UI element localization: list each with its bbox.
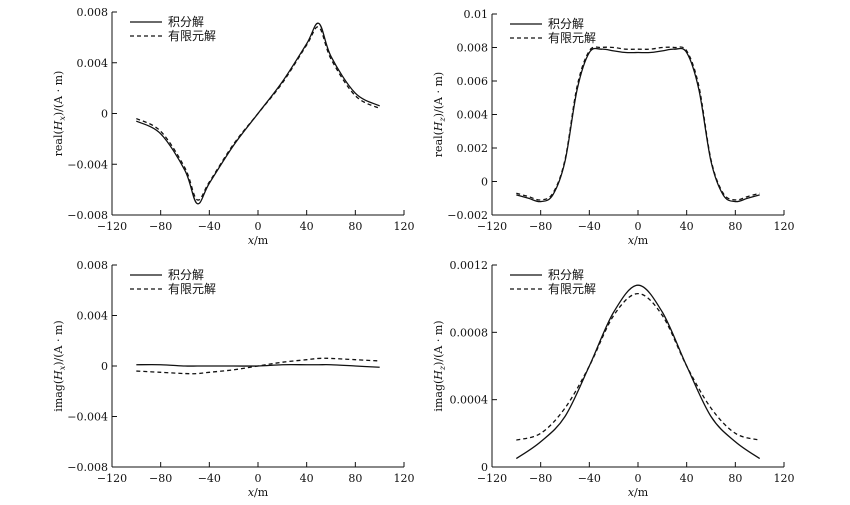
y-tick-label: 0.006 xyxy=(457,75,489,88)
x-tick-label: 120 xyxy=(774,220,795,233)
x-tick-label: −80 xyxy=(149,220,172,233)
x-tick-label: 80 xyxy=(348,220,362,233)
series-line-integral xyxy=(515,284,761,460)
y-tick-label: −0.008 xyxy=(67,209,108,222)
x-tick-label: 80 xyxy=(728,220,742,233)
y-axis-label: real(Hz)/(A · m) xyxy=(432,72,447,157)
legend-label: 积分解 xyxy=(168,268,204,282)
x-tick-label: 40 xyxy=(300,472,314,485)
y-tick-label: 0.0008 xyxy=(450,326,489,339)
x-tick-label: −80 xyxy=(149,472,172,485)
series-line-fem xyxy=(136,26,380,201)
x-tick-label: −120 xyxy=(477,472,507,485)
y-tick-label: 0.004 xyxy=(77,310,109,323)
x-tick-label: 80 xyxy=(728,472,742,485)
x-tick-label: 40 xyxy=(680,220,694,233)
series-line-fem xyxy=(516,292,760,441)
y-tick-label: 0.008 xyxy=(77,6,109,19)
y-tick-label: 0.002 xyxy=(457,142,489,155)
y-tick-label: 0.004 xyxy=(457,109,489,122)
x-tick-label: −40 xyxy=(578,472,601,485)
x-tick-label: −80 xyxy=(529,220,552,233)
y-tick-label: 0 xyxy=(101,108,108,121)
y-tick-label: −0.002 xyxy=(447,209,488,222)
y-tick-label: 0.0004 xyxy=(450,394,489,407)
y-tick-label: 0 xyxy=(481,176,488,189)
legend-label: 积分解 xyxy=(548,17,584,31)
chart-panel-bottom-right: −120 −80 −40 0 40 80 120 0 0.0004 0.0008 0.0012 x/m… xyxy=(432,259,795,499)
x-tick-label: 0 xyxy=(635,220,642,233)
x-tick-label: −40 xyxy=(198,220,221,233)
y-tick-label: 0.0012 xyxy=(450,259,489,272)
x-tick-label: 120 xyxy=(774,472,795,485)
chart-panel-top-left: −120 −80 −40 0 40 80 120 −0.008 −0.004 0 0.004 0.00… xyxy=(52,6,415,247)
x-axis-label: x/m xyxy=(248,234,269,247)
legend-label: 积分解 xyxy=(168,15,204,29)
x-axis-label: x/m xyxy=(628,486,649,499)
y-tick-label: −0.004 xyxy=(67,411,108,424)
x-tick-label: 40 xyxy=(300,220,314,233)
chart-panel-top-right: −120 −80 −40 0 40 80 120 −0.002 0 0.002 0.004 0.006… xyxy=(432,8,795,247)
y-axis-label: imag(Hz)/(A · m) xyxy=(432,320,447,411)
x-tick-label: 120 xyxy=(394,472,415,485)
x-tick-label: 80 xyxy=(348,472,362,485)
x-tick-label: 120 xyxy=(394,220,415,233)
y-tick-label: −0.004 xyxy=(67,158,108,171)
x-tick-label: −120 xyxy=(477,220,507,233)
chart-panel-bottom-left: −120 −80 −40 0 40 80 120 −0.008 −0.004 0 0.004 0.00… xyxy=(52,259,415,499)
series-line-fem xyxy=(516,46,760,201)
x-tick-label: 40 xyxy=(680,472,694,485)
y-tick-label: 0.01 xyxy=(464,8,489,21)
y-axis-label: real(Hx)/(A · m) xyxy=(52,71,67,157)
x-tick-label: −40 xyxy=(578,220,601,233)
y-tick-label: 0 xyxy=(101,360,108,373)
x-axis-label: x/m xyxy=(628,234,649,247)
y-tick-label: 0 xyxy=(481,461,488,474)
y-axis-label: imag(Hx)/(A · m) xyxy=(52,320,67,411)
x-tick-label: −120 xyxy=(97,220,127,233)
legend-label: 有限元解 xyxy=(168,29,216,43)
x-tick-label: −40 xyxy=(198,472,221,485)
y-tick-label: 0.004 xyxy=(77,57,109,70)
legend-label: 有限元解 xyxy=(168,282,216,296)
legend-label: 积分解 xyxy=(548,268,584,282)
x-axis-label: x/m xyxy=(248,486,269,499)
y-tick-label: 0.008 xyxy=(77,259,109,272)
x-tick-label: 0 xyxy=(635,472,642,485)
legend-label: 有限元解 xyxy=(548,282,596,296)
x-tick-label: −80 xyxy=(529,472,552,485)
y-tick-label: 0.008 xyxy=(457,42,489,55)
x-tick-label: −120 xyxy=(97,472,127,485)
x-tick-label: 0 xyxy=(255,472,262,485)
legend-label: 有限元解 xyxy=(548,31,596,45)
series-line-fem xyxy=(136,357,380,375)
y-tick-label: −0.008 xyxy=(67,461,108,474)
series-line-integral xyxy=(516,47,760,203)
x-tick-label: 0 xyxy=(255,220,262,233)
